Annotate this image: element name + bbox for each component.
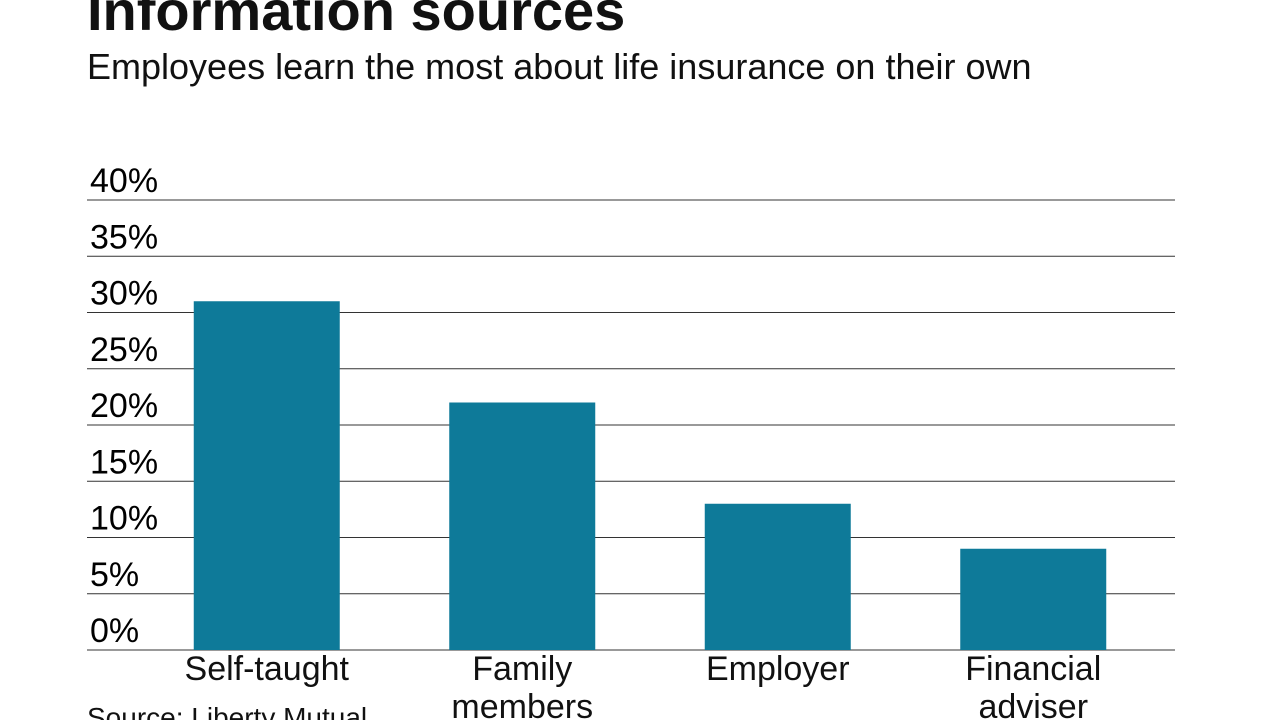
y-tick-label: 5% <box>90 556 139 594</box>
bar <box>193 301 340 650</box>
x-tick-label: Employer <box>705 650 850 688</box>
bar <box>449 402 596 650</box>
x-tick-label: Self-taught <box>184 650 349 688</box>
x-tick-label: Financial adviser <box>965 650 1102 720</box>
x-tick-label: Family members <box>451 650 594 720</box>
y-tick-label: 15% <box>90 443 158 481</box>
chart-subtitle: Employees learn the most about life insu… <box>87 46 1032 87</box>
y-tick-label: 35% <box>90 218 158 256</box>
y-tick-label: 20% <box>90 387 158 425</box>
y-tick-label: 25% <box>90 331 158 369</box>
y-tick-label: 30% <box>90 275 158 313</box>
chart-title: Information sources <box>87 0 626 42</box>
y-tick-label: 40% <box>90 162 158 200</box>
bar <box>960 548 1107 650</box>
y-tick-label: 10% <box>90 500 158 538</box>
bar <box>704 503 851 650</box>
source-note: Source: Liberty Mutual <box>87 702 368 720</box>
y-tick-label: 0% <box>90 612 139 650</box>
